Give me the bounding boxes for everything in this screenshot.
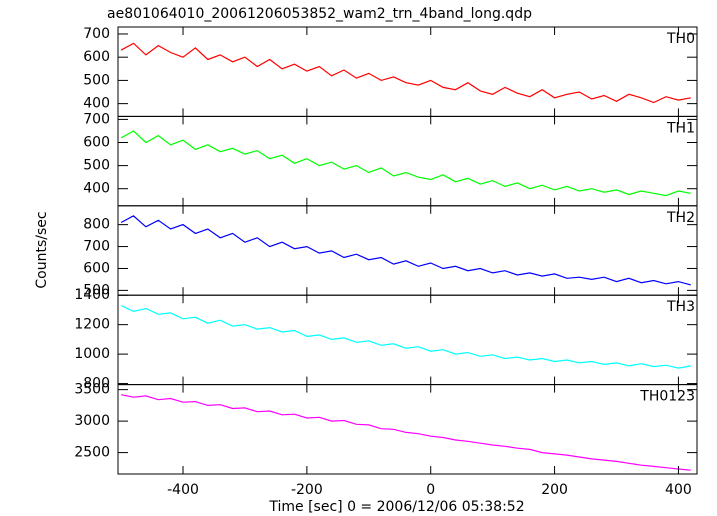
panel-frame [117, 205, 698, 296]
panel-frame [117, 115, 698, 207]
y-tick-label: 700 [83, 26, 110, 42]
y-tick-label: 3000 [74, 413, 110, 429]
panel-label: TH0 [666, 31, 695, 47]
y-tick-label: 600 [83, 260, 110, 276]
y-tick-label: 800 [83, 376, 110, 392]
panel-frame [117, 26, 698, 117]
y-tick-label: 600 [83, 135, 110, 151]
y-axis-label: Counts/sec [34, 211, 50, 288]
chart-title: ae801064010_20061206053852_wam2_trn_4ban… [107, 6, 532, 22]
y-tick-label: 500 [83, 282, 110, 298]
y-tick-label: 3500 [74, 382, 110, 398]
y-tick-label: 500 [83, 72, 110, 88]
y-tick-label: 400 [83, 96, 110, 112]
data-line [120, 130, 691, 197]
y-tick-label: 700 [83, 239, 110, 255]
panel-label: TH1 [666, 120, 695, 136]
y-tick-label: 400 [83, 181, 110, 197]
panel-label: TH2 [666, 210, 695, 226]
x-tick-label: -200 [291, 482, 323, 498]
panel-label: TH3 [666, 299, 695, 315]
data-line [120, 304, 691, 369]
y-tick-label: 600 [83, 49, 110, 65]
x-axis-label: Time [sec] 0 = 2006/12/06 05:38:52 [268, 499, 524, 515]
x-tick-label: 200 [541, 482, 568, 498]
data-line [120, 394, 691, 471]
panel-frame [117, 294, 698, 386]
y-tick-label: 500 [83, 158, 110, 174]
y-tick-label: 700 [83, 111, 110, 127]
data-line [120, 42, 691, 104]
y-tick-label: 1200 [74, 317, 110, 333]
y-tick-label: 800 [83, 217, 110, 233]
y-tick-label: 1400 [74, 287, 110, 303]
panel-label: TH0123 [639, 389, 695, 405]
x-tick-label: -400 [167, 482, 199, 498]
data-line [120, 215, 691, 286]
panel-frame [117, 384, 698, 475]
y-tick-label: 2500 [74, 445, 110, 461]
x-tick-label: 400 [665, 482, 692, 498]
y-tick-label: 1000 [74, 346, 110, 362]
x-tick-label: 0 [426, 482, 435, 498]
